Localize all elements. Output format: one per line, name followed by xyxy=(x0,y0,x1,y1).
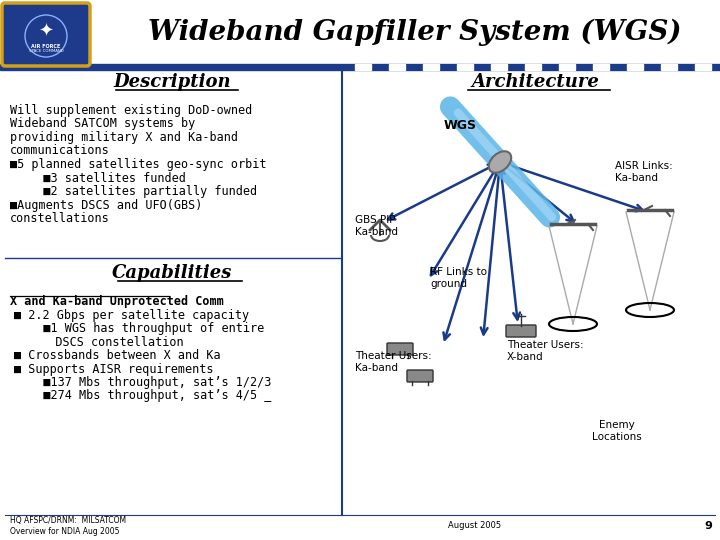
Text: Wideband Gapfiller System (WGS): Wideband Gapfiller System (WGS) xyxy=(148,18,682,46)
Bar xyxy=(389,64,405,70)
Text: communications: communications xyxy=(10,145,109,158)
Text: ■274 Mbs throughput, sat’s 4/5 _: ■274 Mbs throughput, sat’s 4/5 _ xyxy=(22,389,271,402)
Text: August 2005: August 2005 xyxy=(448,522,501,530)
FancyBboxPatch shape xyxy=(387,343,413,355)
Text: ■5 planned satellites geo-sync orbit: ■5 planned satellites geo-sync orbit xyxy=(10,158,266,171)
Text: ✦: ✦ xyxy=(38,23,53,41)
Bar xyxy=(661,64,677,70)
Text: X and Ka-band Unprotected Comm: X and Ka-band Unprotected Comm xyxy=(10,295,224,308)
Text: ■ Crossbands between X and Ka: ■ Crossbands between X and Ka xyxy=(14,349,220,362)
Text: ■1 WGS has throughput of entire: ■1 WGS has throughput of entire xyxy=(22,322,264,335)
Bar xyxy=(491,64,507,70)
Bar xyxy=(423,64,439,70)
FancyBboxPatch shape xyxy=(407,370,433,382)
Text: ■2 satellites partially funded: ■2 satellites partially funded xyxy=(22,185,257,198)
Bar xyxy=(0,0,720,65)
Text: Description: Description xyxy=(113,73,231,91)
Text: DSCS constellation: DSCS constellation xyxy=(34,335,184,348)
Text: ■ Supports AISR requirements: ■ Supports AISR requirements xyxy=(14,362,214,375)
Text: AIR FORCE: AIR FORCE xyxy=(32,44,60,49)
Text: 9: 9 xyxy=(704,521,712,531)
Text: SPACE COMMAND: SPACE COMMAND xyxy=(29,49,63,53)
Text: Theater Users:
X-band: Theater Users: X-band xyxy=(507,340,584,362)
Text: HQ AFSPC/DRNM:  MILSATCOM
Overview for NDIA Aug 2005: HQ AFSPC/DRNM: MILSATCOM Overview for ND… xyxy=(10,516,126,536)
Bar xyxy=(695,64,711,70)
Text: providing military X and Ka-band: providing military X and Ka-band xyxy=(10,131,238,144)
Bar xyxy=(457,64,473,70)
Bar xyxy=(593,64,609,70)
Text: Will supplement existing DoD-owned: Will supplement existing DoD-owned xyxy=(10,104,252,117)
FancyBboxPatch shape xyxy=(2,3,90,66)
Text: Theater Users:
Ka-band: Theater Users: Ka-band xyxy=(355,351,431,373)
Bar xyxy=(627,64,643,70)
Text: Wideband SATCOM systems by: Wideband SATCOM systems by xyxy=(10,118,195,131)
Bar xyxy=(559,64,575,70)
Text: Architecture: Architecture xyxy=(471,73,599,91)
Text: GBS PIP
Ka-band: GBS PIP Ka-band xyxy=(355,215,398,237)
Text: ■ 2.2 Gbps per satellite capacity: ■ 2.2 Gbps per satellite capacity xyxy=(14,308,249,321)
Ellipse shape xyxy=(489,151,511,173)
Text: ■137 Mbs throughput, sat’s 1/2/3: ■137 Mbs throughput, sat’s 1/2/3 xyxy=(22,376,271,389)
Text: constellations: constellations xyxy=(10,212,109,225)
Text: Capabilities: Capabilities xyxy=(112,264,232,282)
Text: ■Augments DSCS and UFO(GBS): ■Augments DSCS and UFO(GBS) xyxy=(10,199,202,212)
Bar xyxy=(525,64,541,70)
Text: Enemy
Locations: Enemy Locations xyxy=(592,420,642,442)
Text: ■3 satellites funded: ■3 satellites funded xyxy=(22,172,186,185)
Text: RF Links to
ground: RF Links to ground xyxy=(430,267,487,289)
Text: WGS: WGS xyxy=(444,119,477,132)
Text: AISR Links:
Ka-band: AISR Links: Ka-band xyxy=(615,161,672,183)
FancyBboxPatch shape xyxy=(506,325,536,337)
Bar xyxy=(355,64,371,70)
Bar xyxy=(0,64,720,70)
